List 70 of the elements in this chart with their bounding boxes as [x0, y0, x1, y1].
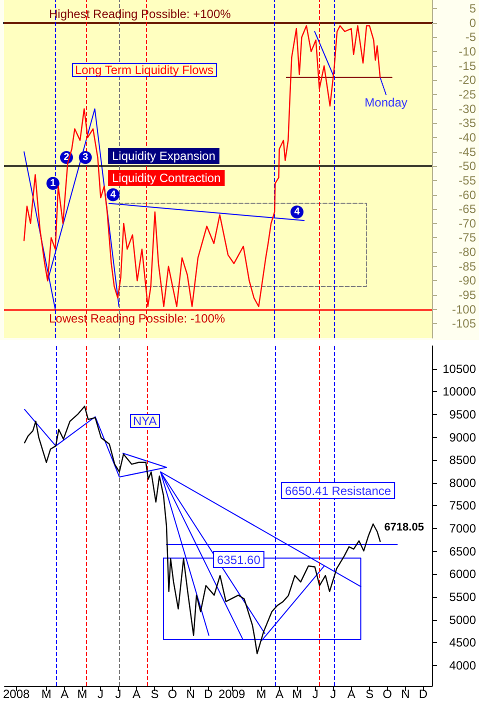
- y-tick-label: 0: [469, 16, 476, 30]
- x-tick-label: M: [292, 687, 302, 701]
- y-tick-label: 4500: [449, 636, 476, 650]
- annotation: 1: [50, 178, 56, 189]
- y-tick-label: -95: [458, 288, 476, 302]
- y-tick-label: -25: [458, 88, 476, 102]
- y-tick-label: -85: [458, 259, 476, 274]
- x-tick-label: M: [77, 687, 88, 701]
- annotation: 6650.41 Resistance: [285, 484, 392, 498]
- data-label: 6718.05: [384, 521, 424, 534]
- y-tick-label: 6000: [449, 567, 476, 582]
- y-tick-label: -40: [458, 130, 476, 144]
- ref-line-label: Highest Reading Possible: +100%: [49, 6, 232, 21]
- y-tick-label: -20: [458, 73, 476, 88]
- y-tick-label: 4000: [449, 658, 476, 672]
- x-tick-label: M: [256, 687, 266, 701]
- x-tick-label: S: [150, 687, 159, 701]
- y-tick-label: 5500: [449, 590, 476, 604]
- x-tick-label: O: [168, 687, 178, 701]
- y-tick-label: 9000: [449, 430, 476, 444]
- y-tick-label: 6500: [449, 544, 476, 558]
- x-tick-label: J: [330, 687, 336, 701]
- x-tick-label: J: [98, 687, 104, 701]
- annotation: Liquidity Expansion: [112, 149, 216, 163]
- ref-line-label: Lowest Reading Possible: -100%: [49, 311, 226, 326]
- annotation: 6351.60: [217, 553, 261, 567]
- x-tick-label: J: [115, 687, 122, 701]
- y-tick-label: -35: [458, 116, 476, 130]
- y-tick-label: -60: [458, 188, 476, 202]
- y-tick-label: -5: [465, 30, 476, 44]
- y-tick-label: 8000: [449, 476, 476, 490]
- x-tick-label: N: [186, 687, 195, 701]
- x-tick-label: 2009: [218, 687, 246, 701]
- y-tick-label: -10: [458, 44, 476, 59]
- y-tick-label: -105: [452, 316, 476, 331]
- x-tick-label: J: [312, 687, 318, 701]
- annotation: 2: [64, 152, 70, 164]
- y-tick-label: -70: [458, 216, 476, 230]
- y-tick-label: 8500: [449, 453, 476, 468]
- y-tick-label: -80: [458, 245, 476, 260]
- y-tick-label: 9500: [449, 407, 476, 422]
- annotation: Monday: [364, 96, 408, 110]
- x-tick-label: M: [41, 687, 52, 701]
- x-tick-label: O: [382, 687, 392, 701]
- y-tick-label: 7000: [449, 522, 476, 536]
- y-tick-label: -15: [458, 58, 476, 73]
- annotation: Liquidity Contraction: [112, 171, 221, 185]
- y-tick-label: 10000: [442, 384, 476, 399]
- text: NYA: [133, 414, 157, 428]
- y-tick-label: 5: [469, 2, 476, 16]
- annotation: 4: [294, 206, 300, 218]
- text: Long Term Liquidity Flows: [75, 63, 214, 77]
- y-tick-label: -75: [458, 230, 476, 245]
- y-tick-label: -100: [452, 302, 476, 316]
- y-tick-label: -45: [458, 144, 476, 159]
- x-tick-label: N: [401, 687, 410, 701]
- y-tick-label: -90: [458, 274, 476, 288]
- x-tick-label: S: [366, 687, 374, 701]
- annotation: 4: [110, 189, 116, 200]
- x-tick-label: D: [204, 687, 213, 701]
- x-tick-label: 2008: [2, 687, 30, 701]
- y-tick-label: -50: [458, 159, 476, 174]
- y-tick-label: 7500: [449, 498, 476, 513]
- y-tick-label: -55: [458, 173, 476, 188]
- y-tick-label: 10500: [442, 362, 476, 376]
- x-tick-label: D: [418, 687, 428, 701]
- y-tick-label: -30: [458, 102, 476, 116]
- annotation: 3: [82, 152, 89, 164]
- y-tick-label: 5000: [449, 612, 476, 627]
- y-tick-label: -65: [458, 202, 476, 216]
